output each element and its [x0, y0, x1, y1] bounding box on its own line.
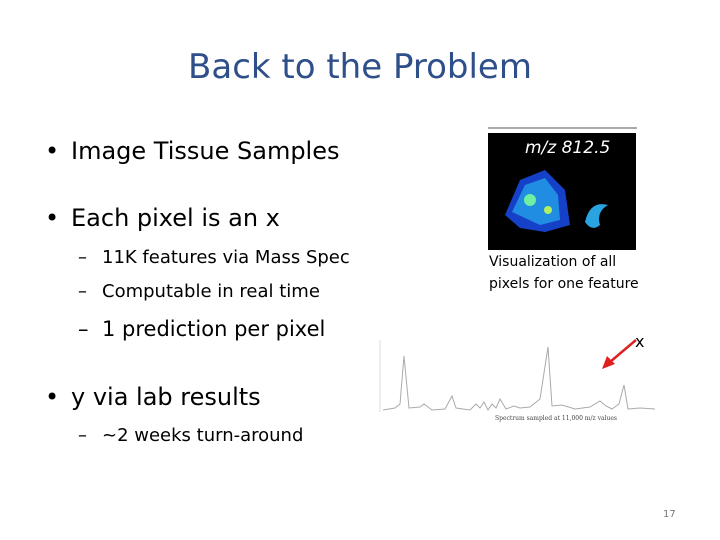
caption-line: Visualization of all: [489, 254, 617, 270]
sub-bullet: 11K features via Mass Spec: [78, 249, 350, 268]
sub-bullet: ~2 weeks turn-around: [78, 427, 303, 446]
spectrum-caption: Spectrum sampled at 11,000 m/z values: [495, 415, 617, 422]
spectrum-line: [382, 346, 656, 411]
bullet: Each pixel is an x: [45, 206, 280, 230]
page-number: 17: [663, 509, 676, 520]
slide-title: Back to the Problem: [188, 47, 532, 87]
bullet: y via lab results: [45, 385, 261, 409]
tissue-spot: [524, 194, 536, 206]
sub-bullet: Computable in real time: [78, 283, 320, 302]
sub-bullet: 1 prediction per pixel: [78, 319, 325, 341]
tissue-blob: [585, 204, 608, 228]
caption-line: pixels for one feature: [489, 276, 639, 292]
image-label: m/z 812.5: [525, 138, 611, 158]
tissue-spot: [544, 206, 552, 214]
pointer-arrow: [609, 339, 637, 363]
pointer-label: x: [635, 332, 645, 351]
bullet: Image Tissue Samples: [45, 139, 339, 163]
pointer-arrowhead: [602, 356, 615, 369]
